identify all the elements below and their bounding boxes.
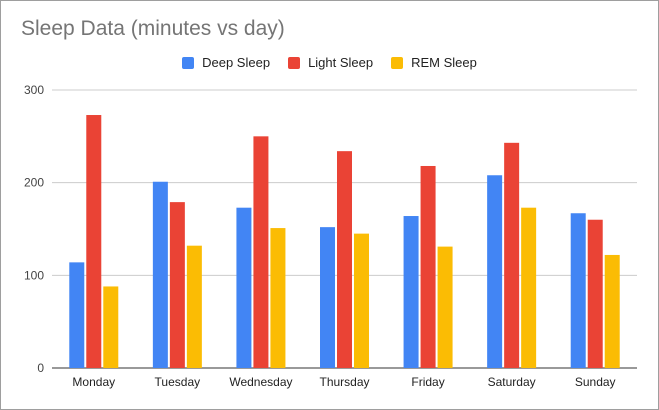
bar-rem-sleep-friday	[437, 246, 453, 368]
bar-deep-sleep-friday	[403, 216, 419, 368]
bar-rem-sleep-tuesday	[186, 245, 202, 368]
y-tick-label-100: 100	[24, 268, 44, 282]
y-tick-label-0: 0	[37, 361, 44, 375]
legend-item-deep-sleep: Deep Sleep	[182, 55, 270, 70]
legend: Deep Sleep Light Sleep REM Sleep	[0, 55, 659, 70]
bar-deep-sleep-wednesday	[236, 207, 252, 368]
y-tick-label-200: 200	[24, 176, 44, 190]
legend-swatch-light-sleep	[288, 56, 301, 69]
bar-light-sleep-thursday	[337, 151, 352, 368]
bar-rem-sleep-monday	[103, 286, 119, 368]
bar-rem-sleep-wednesday	[270, 228, 286, 368]
x-tick-label-saturday: Saturday	[488, 375, 536, 389]
y-tick-label-300: 300	[24, 83, 44, 97]
bar-light-sleep-saturday	[504, 142, 520, 368]
x-tick-label-sunday: Sunday	[575, 375, 616, 389]
bar-deep-sleep-thursday	[320, 227, 335, 368]
x-tick-label-monday: Monday	[72, 375, 115, 389]
x-tick-label-friday: Friday	[411, 375, 444, 389]
legend-swatch-rem-sleep	[391, 56, 404, 69]
bar-rem-sleep-thursday	[354, 233, 369, 368]
legend-label-light-sleep: Light Sleep	[308, 55, 374, 70]
bar-light-sleep-monday	[86, 115, 102, 369]
bar-rem-sleep-sunday	[604, 254, 620, 368]
bar-light-sleep-friday	[420, 165, 436, 368]
bar-light-sleep-sunday	[587, 219, 603, 368]
legend-label-deep-sleep: Deep Sleep	[202, 55, 271, 70]
bar-deep-sleep-tuesday	[152, 181, 168, 368]
legend-swatch-deep-sleep	[182, 56, 195, 69]
chart-title: Sleep Data (minutes vs day)	[21, 17, 285, 40]
bar-rem-sleep-saturday	[521, 207, 537, 368]
x-tick-label-wednesday: Wednesday	[229, 375, 292, 389]
bar-deep-sleep-sunday	[570, 213, 586, 368]
x-tick-label-thursday: Thursday	[319, 375, 369, 389]
bar-deep-sleep-monday	[69, 262, 85, 368]
bar-light-sleep-tuesday	[169, 202, 185, 368]
legend-item-rem-sleep: REM Sleep	[391, 55, 477, 70]
x-tick-label-tuesday: Tuesday	[155, 375, 201, 389]
legend-label-rem-sleep: REM Sleep	[411, 55, 477, 70]
bar-light-sleep-wednesday	[253, 136, 269, 368]
legend-item-light-sleep: Light Sleep	[288, 55, 373, 70]
bar-deep-sleep-saturday	[487, 175, 503, 368]
